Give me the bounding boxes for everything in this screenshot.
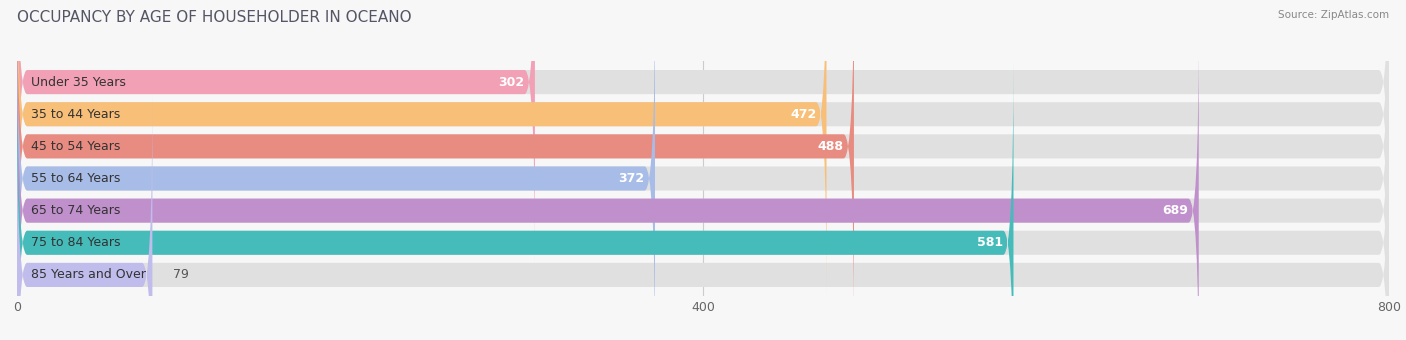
FancyBboxPatch shape [17, 62, 1389, 340]
Text: Source: ZipAtlas.com: Source: ZipAtlas.com [1278, 10, 1389, 20]
FancyBboxPatch shape [17, 0, 1389, 295]
Text: 689: 689 [1163, 204, 1188, 217]
Text: 581: 581 [977, 236, 1004, 249]
Text: 75 to 84 Years: 75 to 84 Years [31, 236, 120, 249]
FancyBboxPatch shape [17, 30, 1389, 340]
Text: 65 to 74 Years: 65 to 74 Years [31, 204, 120, 217]
Text: 35 to 44 Years: 35 to 44 Years [31, 108, 120, 121]
Text: 85 Years and Over: 85 Years and Over [31, 268, 145, 282]
Text: 302: 302 [499, 75, 524, 89]
FancyBboxPatch shape [17, 0, 853, 327]
Text: 55 to 64 Years: 55 to 64 Years [31, 172, 120, 185]
Text: 488: 488 [818, 140, 844, 153]
FancyBboxPatch shape [17, 0, 1389, 327]
FancyBboxPatch shape [17, 94, 152, 340]
Text: 45 to 54 Years: 45 to 54 Years [31, 140, 120, 153]
FancyBboxPatch shape [17, 30, 1199, 340]
Text: Under 35 Years: Under 35 Years [31, 75, 125, 89]
Text: OCCUPANCY BY AGE OF HOUSEHOLDER IN OCEANO: OCCUPANCY BY AGE OF HOUSEHOLDER IN OCEAN… [17, 10, 412, 25]
Text: 79: 79 [173, 268, 188, 282]
FancyBboxPatch shape [17, 0, 827, 295]
FancyBboxPatch shape [17, 0, 1389, 263]
FancyBboxPatch shape [17, 94, 1389, 340]
FancyBboxPatch shape [17, 62, 1014, 340]
FancyBboxPatch shape [17, 0, 1389, 340]
FancyBboxPatch shape [17, 0, 534, 263]
FancyBboxPatch shape [17, 0, 655, 340]
Text: 472: 472 [790, 108, 817, 121]
Text: 372: 372 [619, 172, 645, 185]
